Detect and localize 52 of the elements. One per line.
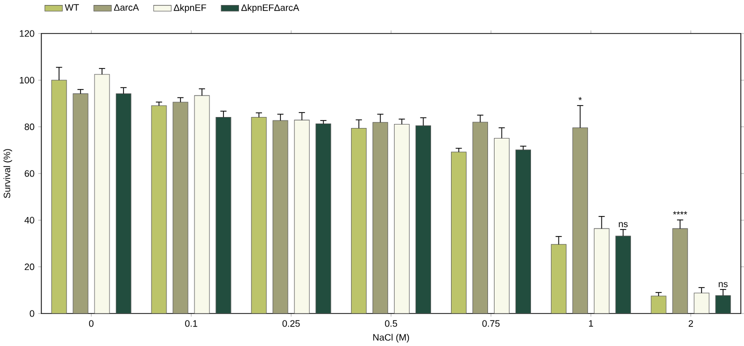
y-tick-label: 120: [20, 30, 34, 37]
y-tick-label: 0: [30, 310, 34, 317]
bar: [615, 236, 631, 314]
x-tick-label: 0: [89, 320, 94, 327]
bar: [194, 95, 210, 314]
bar: [72, 93, 88, 314]
bar: [650, 296, 666, 314]
bar: [572, 128, 588, 314]
bar: [494, 138, 510, 314]
bar: [694, 292, 710, 314]
bar: [594, 228, 610, 314]
x-tick-label: 0.75: [482, 320, 500, 327]
annotation: ns: [618, 222, 628, 228]
bar: [416, 125, 432, 314]
bar: [372, 122, 388, 314]
bar: [715, 295, 731, 314]
x-tick-label: 2: [688, 320, 693, 327]
bar: [515, 150, 531, 314]
y-tick-label: 100: [20, 76, 34, 84]
bar: [451, 152, 467, 314]
x-tick-label: 0.5: [384, 320, 398, 327]
bar: [151, 105, 167, 314]
annotation: ****: [673, 211, 688, 215]
y-tick-label: 60: [24, 170, 34, 177]
bar: [294, 120, 310, 314]
bar: [51, 80, 67, 314]
bar: [116, 93, 132, 314]
legend-label: WT: [64, 4, 79, 11]
x-tick-label: 0.1: [185, 320, 198, 327]
bar: [251, 117, 267, 314]
bar: [316, 124, 332, 314]
annotation: ns: [718, 282, 728, 288]
bar: [172, 102, 188, 314]
legend-label: ΔarcA: [114, 4, 139, 11]
y-axis-title: Survival (%): [3, 149, 12, 198]
bar: [272, 120, 288, 314]
bar: [672, 228, 688, 314]
y-tick-label: 80: [24, 124, 34, 130]
x-tick-label: 1: [589, 320, 594, 327]
bar: [472, 122, 488, 314]
bar: [550, 244, 566, 314]
legend-label: ΔkpnEF: [174, 4, 206, 13]
bar: [94, 74, 110, 314]
bar: [216, 117, 232, 314]
legend-label: ΔkpnEFΔarcA: [241, 4, 300, 13]
x-tick-label: 0.25: [282, 320, 300, 327]
y-tick-label: 20: [24, 264, 34, 270]
y-tick-label: 40: [24, 216, 34, 224]
x-axis-title: NaCl (M): [373, 334, 410, 343]
bar: [351, 128, 367, 314]
annotation: *: [578, 97, 582, 100]
bar: [394, 124, 410, 314]
